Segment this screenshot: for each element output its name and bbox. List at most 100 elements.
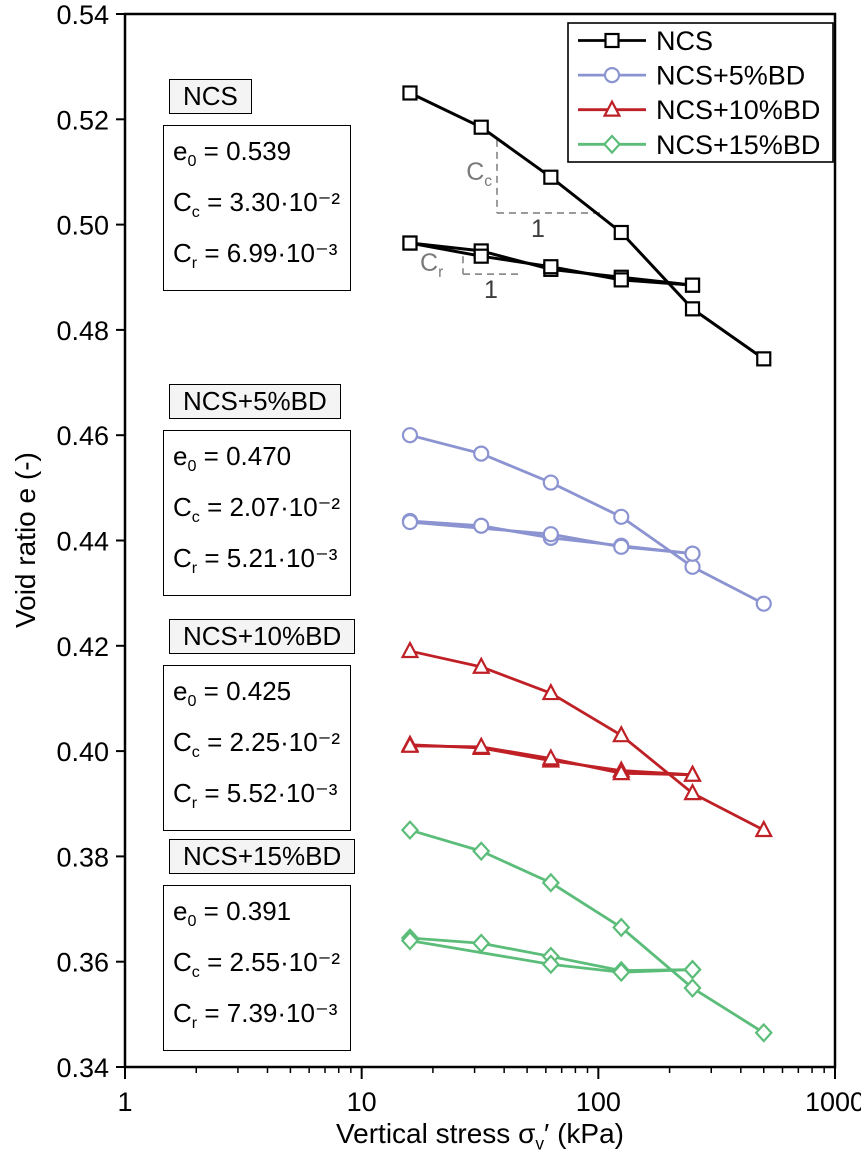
series-ncs [402, 85, 772, 367]
series-line [408, 939, 694, 974]
circle-marker [401, 513, 419, 531]
triangle-marker [602, 99, 622, 117]
x-tick-label: 100 [576, 1087, 621, 1117]
square-marker [543, 169, 559, 185]
cr-unit-run-label: 1 [484, 276, 498, 304]
param-line: e0 = 0.470 [173, 441, 292, 476]
diamond-marker [472, 841, 491, 862]
legend-label: NCS [656, 26, 713, 56]
circle-marker [613, 538, 630, 555]
y-axis: 0.34 0.36 0.38 0.40 0.42 0.44 0.46 0.48 0.50 0.52… [56, 0, 125, 1083]
diamond-marker [541, 954, 560, 975]
square-marker [402, 85, 418, 101]
cr-slope-label: Cr [420, 249, 444, 281]
y-tick-label: 0.52 [56, 105, 109, 135]
diamond-marker [602, 134, 622, 155]
slope-annotation-lines [462, 139, 600, 275]
circle-marker [542, 474, 559, 491]
x-axis-title-post: ′ (kPa) [544, 1118, 624, 1149]
diamond-marker [472, 933, 491, 954]
y-axis-title: Void ratio e (-) [8, 14, 44, 1067]
square-marker [684, 301, 701, 317]
param-line: e0 = 0.391 [173, 896, 292, 931]
params-box-ncs-10bd: NCS+10%BD e0 = 0.425 Cc = 2.25·10⁻² Cr =… [163, 619, 356, 831]
param-line: Cr = 7.39·10⁻³ [173, 998, 338, 1033]
series-line [408, 91, 766, 361]
series-ncs-15-bd [400, 820, 773, 1043]
diamond-marker [754, 1022, 773, 1043]
params-title: NCS+15%BD [169, 839, 356, 874]
y-tick-label: 0.38 [56, 842, 109, 872]
x-axis-title-pre: Vertical stress σ [336, 1118, 536, 1149]
triangle-marker [400, 640, 420, 659]
param-line: Cr = 5.21·10⁻³ [173, 543, 338, 578]
square-marker [473, 119, 489, 135]
circle-marker [755, 595, 772, 612]
params-title: NCS+5%BD [169, 384, 341, 419]
circle-marker [473, 517, 490, 534]
params-box-ncs: NCS e0 = 0.539 Cc = 3.30·10⁻² Cr = 6.99·… [163, 79, 351, 291]
circle-marker [473, 445, 490, 462]
param-line: Cr = 5.52·10⁻³ [173, 778, 338, 813]
y-tick-label: 0.54 [56, 0, 109, 30]
legend-label: NCS+15%BD [656, 130, 820, 160]
cc-unit-run-label: 1 [531, 215, 545, 243]
x-tick-label: 10 [347, 1087, 377, 1117]
legend-label: NCS+10%BD [656, 95, 820, 125]
triangle-marker [612, 724, 631, 743]
y-axis-title-text: Void ratio e (-) [10, 452, 41, 629]
param-line: Cr = 6.99·10⁻³ [173, 238, 338, 273]
param-line: e0 = 0.425 [173, 676, 292, 711]
y-tick-label: 0.44 [56, 527, 109, 557]
triangle-marker [754, 819, 773, 838]
circle-marker [613, 508, 630, 525]
diamond-marker [400, 930, 420, 951]
square-marker [604, 32, 620, 49]
legend-item-ncs-5-bd: NCS+5%BD [578, 61, 805, 91]
y-tick-label: 0.42 [56, 632, 109, 662]
x-tick-label: 1 [117, 1087, 132, 1117]
series-line [408, 433, 766, 606]
circle-marker [401, 427, 419, 444]
square-marker [613, 224, 629, 241]
diamond-marker [683, 978, 702, 998]
square-marker [543, 259, 559, 275]
legend: NCS NCS+5%BD NCS+10%BD NCS+15%BD [567, 22, 834, 163]
x-axis-title-sub: v [535, 1133, 545, 1154]
triangle-marker [471, 736, 491, 754]
x-axis: 1 10 100 1000 [117, 1067, 861, 1117]
y-tick-label: 0.46 [56, 421, 109, 451]
square-marker [613, 272, 629, 288]
diamond-marker [612, 917, 631, 938]
params-body: e0 = 0.470 Cc = 2.07·10⁻² Cr = 5.21·10⁻³ [163, 430, 351, 596]
triangle-marker [612, 762, 631, 781]
params-title: NCS+10%BD [169, 619, 356, 654]
y-tick-label: 0.50 [56, 211, 109, 241]
triangle-marker [400, 735, 420, 753]
diamond-marker [541, 872, 560, 893]
x-tick-label: 1000 [805, 1087, 861, 1117]
square-marker [402, 235, 418, 251]
diamond-marker [612, 962, 631, 983]
square-marker [684, 277, 701, 293]
series-ncs-10-bd [400, 640, 773, 838]
legend-item-ncs: NCS [578, 26, 713, 56]
circle-marker [603, 66, 621, 84]
series-line [408, 649, 766, 832]
legend-item-ncs-10-bd: NCS+10%BD [578, 95, 820, 125]
y-tick-label: 0.34 [56, 1053, 109, 1083]
triangle-marker [683, 782, 702, 801]
triangle-marker [471, 656, 491, 674]
diamond-marker [683, 959, 702, 980]
series-ncs-5-bd [401, 427, 772, 612]
params-body: e0 = 0.425 Cc = 2.25·10⁻² Cr = 5.52·10⁻³ [163, 665, 351, 831]
y-tick-label: 0.40 [56, 737, 109, 767]
x-axis-title: Vertical stress σv′ (kPa) [125, 1118, 835, 1155]
circle-marker [542, 526, 559, 543]
params-body: e0 = 0.391 Cc = 2.55·10⁻² Cr = 7.39·10⁻³ [163, 885, 351, 1051]
square-marker [756, 351, 772, 367]
square-marker [473, 248, 489, 264]
param-line: Cc = 2.55·10⁻² [173, 947, 341, 982]
y-tick-label: 0.48 [56, 316, 109, 346]
